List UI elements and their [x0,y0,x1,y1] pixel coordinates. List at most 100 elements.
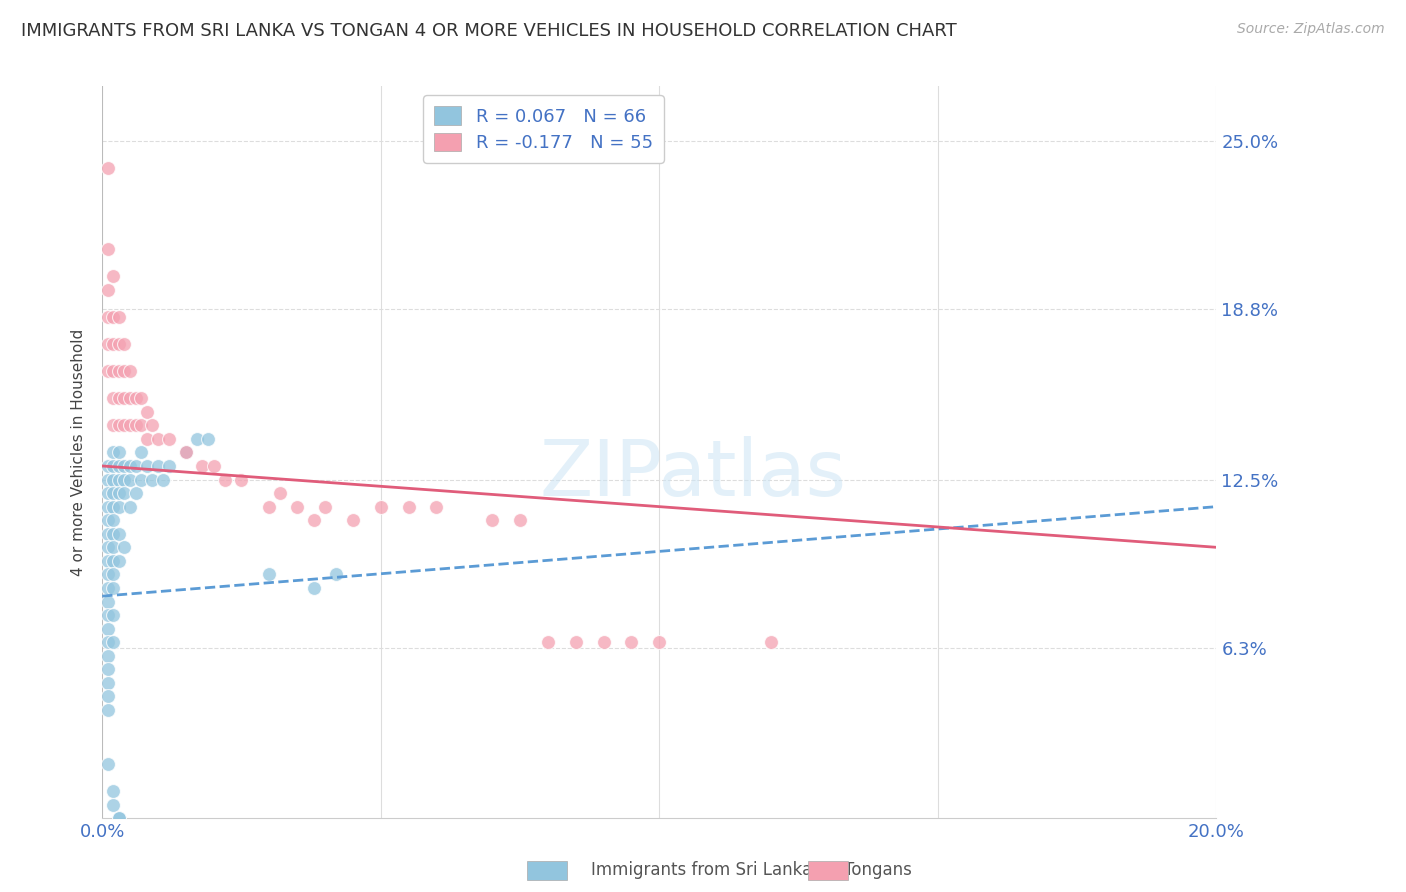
Point [97,161,120,175]
Text: ZIPatlas: ZIPatlas [540,436,846,512]
Point [129,418,152,433]
Point [114,391,136,405]
Point [114,473,136,487]
Point [186,432,208,446]
Point [108,458,131,473]
Point [120,458,142,473]
Point [108,391,131,405]
Point [129,391,152,405]
Point [325,567,347,582]
Point [97,541,120,555]
Point [124,458,146,473]
Point [124,486,146,500]
Point [120,500,142,514]
Point [509,513,531,527]
Point [259,567,281,582]
Point [97,622,120,636]
Point [103,310,125,324]
Point [314,500,336,514]
Point [285,500,308,514]
Point [120,391,142,405]
Point [97,473,120,487]
Point [97,458,120,473]
Point [146,458,169,473]
Point [97,594,120,608]
Point [97,690,120,704]
Point [108,364,131,378]
Point [481,513,503,527]
Point [120,364,142,378]
Point [97,608,120,623]
Point [174,445,197,459]
Point [114,364,136,378]
Point [97,581,120,595]
Point [103,364,125,378]
Point [108,812,131,826]
Point [302,513,325,527]
Text: IMMIGRANTS FROM SRI LANKA VS TONGAN 4 OR MORE VEHICLES IN HOUSEHOLD CORRELATION : IMMIGRANTS FROM SRI LANKA VS TONGAN 4 OR… [21,22,957,40]
Text: Immigrants from Sri Lanka: Immigrants from Sri Lanka [591,861,811,879]
Point [97,662,120,676]
Point [114,337,136,351]
Point [124,418,146,433]
Point [120,418,142,433]
Point [141,473,163,487]
Point [135,458,157,473]
Point [103,337,125,351]
Point [97,513,120,527]
Point [152,473,174,487]
Point [108,310,131,324]
Point [197,432,219,446]
Point [108,554,131,568]
Point [103,608,125,623]
Point [103,458,125,473]
Point [302,581,325,595]
Point [103,513,125,527]
Point [425,500,447,514]
Point [114,418,136,433]
Point [97,500,120,514]
Point [103,567,125,582]
Point [269,486,291,500]
Point [135,432,157,446]
Point [97,567,120,582]
Point [108,486,131,500]
Point [114,458,136,473]
Point [648,635,671,649]
Point [114,541,136,555]
Point [398,500,420,514]
Point [108,473,131,487]
Point [120,473,142,487]
Point [157,432,180,446]
Point [103,581,125,595]
Point [97,703,120,717]
Point [103,445,125,459]
Text: Source: ZipAtlas.com: Source: ZipAtlas.com [1237,22,1385,37]
Point [103,473,125,487]
Point [103,418,125,433]
Point [108,445,131,459]
Point [202,458,225,473]
Point [97,526,120,541]
Legend: R = 0.067   N = 66, R = -0.177   N = 55: R = 0.067 N = 66, R = -0.177 N = 55 [423,95,664,163]
Point [157,458,180,473]
Point [146,432,169,446]
Point [103,541,125,555]
Point [108,337,131,351]
Point [103,526,125,541]
Point [97,486,120,500]
Text: Tongans: Tongans [844,861,911,879]
Point [97,757,120,772]
Point [537,635,560,649]
Point [97,364,120,378]
Point [103,391,125,405]
Point [103,784,125,798]
Point [103,554,125,568]
Point [129,473,152,487]
Point [108,418,131,433]
Point [103,797,125,812]
Point [103,269,125,284]
Point [97,648,120,663]
Point [191,458,214,473]
Point [129,445,152,459]
